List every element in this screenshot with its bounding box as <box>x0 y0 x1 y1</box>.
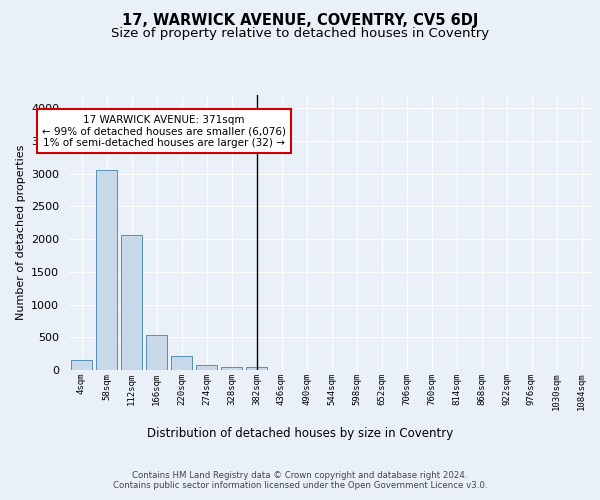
Text: Size of property relative to detached houses in Coventry: Size of property relative to detached ho… <box>111 28 489 40</box>
Y-axis label: Number of detached properties: Number of detached properties <box>16 145 26 320</box>
Bar <box>221 366 242 370</box>
Bar <box>196 365 217 370</box>
Text: Contains HM Land Registry data © Crown copyright and database right 2024.
Contai: Contains HM Land Registry data © Crown c… <box>113 470 487 490</box>
Text: Distribution of detached houses by size in Coventry: Distribution of detached houses by size … <box>147 428 453 440</box>
Text: 17 WARWICK AVENUE: 371sqm
← 99% of detached houses are smaller (6,076)
1% of sem: 17 WARWICK AVENUE: 371sqm ← 99% of detac… <box>42 114 286 148</box>
Bar <box>171 356 192 370</box>
Text: 17, WARWICK AVENUE, COVENTRY, CV5 6DJ: 17, WARWICK AVENUE, COVENTRY, CV5 6DJ <box>122 12 478 28</box>
Bar <box>246 366 267 370</box>
Bar <box>146 334 167 370</box>
Bar <box>71 360 92 370</box>
Bar <box>121 235 142 370</box>
Bar <box>96 170 117 370</box>
